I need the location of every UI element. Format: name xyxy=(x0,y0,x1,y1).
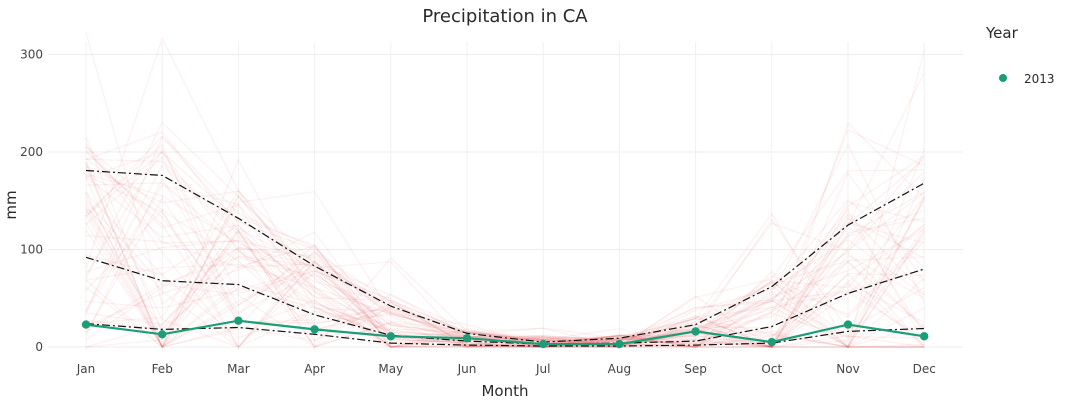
historical-year-line xyxy=(85,145,925,348)
historical-year-line xyxy=(85,143,925,345)
historical-year-line xyxy=(85,157,925,348)
historical-year-line xyxy=(85,135,925,348)
x-tick-label: Feb xyxy=(152,362,173,376)
series-2013-point-mar[interactable] xyxy=(234,316,243,325)
quantile-line-1 xyxy=(85,169,925,343)
historical-year-line xyxy=(85,199,925,348)
series-2013-point-aug[interactable] xyxy=(615,339,624,349)
historical-year-line xyxy=(85,191,925,349)
series-2013-layer xyxy=(81,316,929,349)
historical-years-layer xyxy=(85,32,925,349)
x-tick-label: Mar xyxy=(227,362,250,376)
y-axis-title: mm xyxy=(2,190,20,219)
historical-year-line xyxy=(85,148,925,348)
chart-title: Precipitation in CA xyxy=(422,6,588,27)
series-2013-point-apr[interactable] xyxy=(310,325,319,334)
y-axis-ticks: 0 100 200 300 xyxy=(20,48,43,355)
historical-year-line xyxy=(85,136,925,348)
x-axis-title: Month xyxy=(481,382,528,400)
series-2013-point-oct[interactable] xyxy=(767,337,776,347)
historical-year-line xyxy=(85,195,925,348)
historical-year-line xyxy=(85,143,925,348)
x-tick-label: Apr xyxy=(304,362,325,376)
x-tick-label: Jul xyxy=(535,362,550,376)
x-tick-label: May xyxy=(378,362,403,376)
historical-year-line xyxy=(85,173,925,348)
series-2013-point-may[interactable] xyxy=(386,332,395,341)
historical-year-line xyxy=(85,184,925,345)
historical-year-line xyxy=(85,122,925,349)
x-tick-label: Dec xyxy=(913,362,936,376)
legend-marker-2013 xyxy=(999,74,1007,82)
x-tick-label: Sep xyxy=(684,362,707,376)
historical-year-line xyxy=(85,49,925,348)
x-tick-label: Jan xyxy=(76,362,96,376)
historical-year-line xyxy=(85,158,925,348)
legend-label-2013: 2013 xyxy=(1024,72,1055,86)
y-tick-label: 0 xyxy=(35,340,43,354)
series-2013-point-feb[interactable] xyxy=(158,330,167,339)
y-tick-label: 200 xyxy=(20,145,43,159)
series-2013-point-jan[interactable] xyxy=(81,320,91,329)
x-axis-ticks: Jan Feb Mar Apr May Jun Jul Aug Sep Oct Nov Dec xyxy=(76,362,936,376)
historical-year-line xyxy=(85,155,925,346)
series-2013-point-dec[interactable] xyxy=(920,332,929,341)
historical-year-line xyxy=(85,151,925,348)
historical-year-line xyxy=(85,129,925,349)
quantile-lines-layer xyxy=(85,169,925,347)
quantile-line-3 xyxy=(85,323,925,347)
historical-year-line xyxy=(85,32,925,347)
y-tick-label: 300 xyxy=(20,48,43,62)
historical-year-line xyxy=(85,202,925,349)
grid-layer xyxy=(48,42,963,350)
historical-year-line xyxy=(85,190,925,348)
legend[interactable]: Year 2013 xyxy=(985,24,1055,86)
historical-year-line xyxy=(85,197,925,348)
historical-year-line xyxy=(85,269,925,348)
historical-year-line xyxy=(85,164,925,348)
historical-year-line xyxy=(85,224,925,344)
legend-title: Year xyxy=(985,24,1019,42)
series-2013-point-sep[interactable] xyxy=(691,327,700,336)
x-tick-label: Nov xyxy=(836,362,859,376)
historical-year-line xyxy=(85,158,925,349)
historical-year-line xyxy=(85,176,925,348)
historical-year-line xyxy=(85,178,925,349)
historical-year-line xyxy=(85,229,925,348)
historical-year-line xyxy=(85,156,925,348)
historical-year-line xyxy=(85,146,925,348)
series-2013-point-jul[interactable] xyxy=(539,339,548,349)
historical-year-line xyxy=(85,171,925,348)
series-2013-line xyxy=(85,319,925,346)
historical-year-line xyxy=(85,143,925,348)
series-2013-point-nov[interactable] xyxy=(843,320,853,329)
x-tick-label: Aug xyxy=(608,362,631,376)
x-tick-label: Oct xyxy=(761,362,782,376)
historical-year-line xyxy=(85,195,925,342)
x-tick-label: Jun xyxy=(457,362,477,376)
historical-year-line xyxy=(85,72,925,348)
series-2013-point-jun[interactable] xyxy=(462,334,472,343)
historical-year-line xyxy=(85,200,925,348)
y-tick-label: 100 xyxy=(20,243,43,257)
